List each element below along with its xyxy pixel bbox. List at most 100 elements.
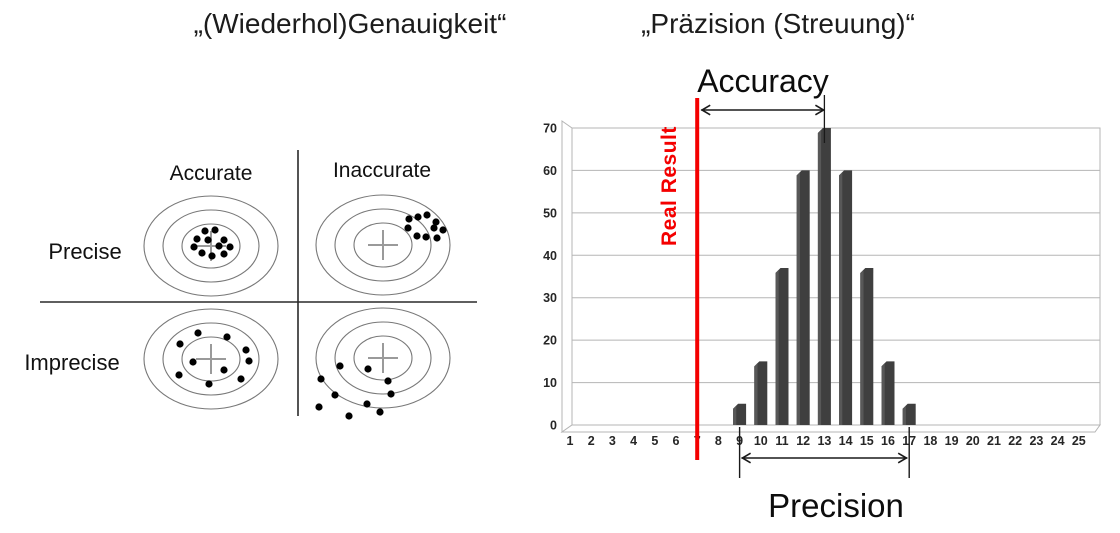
bar-11 <box>775 268 789 425</box>
shot-dot <box>220 366 228 374</box>
shot-dot <box>413 232 421 240</box>
shot-dot <box>193 235 201 243</box>
imprecise-label: Imprecise <box>24 350 120 375</box>
accuracy-annotation-label: Accuracy <box>697 63 829 99</box>
target-ring-imprecise-inaccurate <box>315 307 451 409</box>
shot-dot <box>430 224 438 232</box>
x-axis-label-8: 8 <box>715 434 722 448</box>
x-axis-label-13: 13 <box>817 434 831 448</box>
y-axis-label-50: 50 <box>543 206 557 220</box>
x-axis-label-20: 20 <box>966 434 980 448</box>
right-panel-title: „Präzision (Streuung)“ <box>641 8 915 39</box>
bar-10 <box>754 361 768 425</box>
bar-highlight-12 <box>796 172 800 425</box>
x-axis-label-6: 6 <box>673 434 680 448</box>
target-ring-precise-inaccurate <box>353 222 413 268</box>
bar-highlight-11 <box>775 269 779 425</box>
x-axis-label-15: 15 <box>860 434 874 448</box>
shot-dot <box>405 215 413 223</box>
bar-12 <box>796 170 810 425</box>
target-ring-imprecise-accurate <box>162 322 260 396</box>
x-axis-label-24: 24 <box>1051 434 1065 448</box>
shot-dot <box>190 243 198 251</box>
bar-highlight-16 <box>881 363 885 425</box>
shot-dot <box>387 390 395 398</box>
x-axis-label-4: 4 <box>630 434 637 448</box>
precise-label: Precise <box>48 239 122 264</box>
bar-highlight-14 <box>839 172 843 425</box>
chart-left-wall <box>561 120 573 433</box>
left-panel-title: „(Wiederhol)Genauigkeit“ <box>193 8 507 39</box>
bar-highlight-10 <box>754 363 758 425</box>
shot-dot <box>176 340 184 348</box>
shot-dot <box>198 249 206 257</box>
target-ring-precise-accurate <box>181 223 241 269</box>
bar-highlight-9 <box>733 405 737 425</box>
y-axis-label-10: 10 <box>543 376 557 390</box>
inaccurate-label: Inaccurate <box>332 159 432 182</box>
accuracy-arrow-left-arrowhead <box>700 104 711 116</box>
x-axis-label-18: 18 <box>923 434 937 448</box>
shot-dot <box>363 400 371 408</box>
target-ring-imprecise-accurate <box>181 336 241 382</box>
precision-arrow-left-arrowhead <box>740 452 752 464</box>
shot-dot <box>336 362 344 370</box>
x-axis-label-21: 21 <box>987 434 1001 448</box>
target-ring-imprecise-inaccurate <box>334 321 432 395</box>
shot-dot <box>204 236 212 244</box>
shot-dot <box>315 403 323 411</box>
accuracy-arrow-right-arrowhead <box>814 104 826 116</box>
bar-17 <box>902 403 916 425</box>
precision-annotation-label: Precision <box>768 487 904 524</box>
shot-dot <box>245 357 253 365</box>
target-ring-imprecise-accurate <box>143 308 279 410</box>
x-axis-label-2: 2 <box>588 434 595 448</box>
shot-dot <box>423 211 431 219</box>
bar-highlight-15 <box>860 269 864 425</box>
shot-dot <box>376 408 384 416</box>
x-axis-label-1: 1 <box>567 434 574 448</box>
shot-dot <box>220 236 228 244</box>
y-axis-label-70: 70 <box>543 122 557 136</box>
bar-highlight-17 <box>902 405 906 425</box>
y-axis-label-60: 60 <box>543 164 557 178</box>
shot-dot <box>345 412 353 420</box>
bar-14 <box>839 170 853 425</box>
shot-dot <box>223 333 231 341</box>
real-result-label: Real Result <box>658 126 681 246</box>
x-axis-label-11: 11 <box>775 434 788 448</box>
shot-dot <box>414 213 422 221</box>
shot-dot <box>331 391 339 399</box>
x-axis-label-12: 12 <box>796 434 810 448</box>
y-axis-label-0: 0 <box>550 419 557 433</box>
target-ring-precise-accurate <box>143 195 279 297</box>
x-axis-label-19: 19 <box>945 434 959 448</box>
x-axis-label-5: 5 <box>651 434 658 448</box>
shot-dot <box>215 242 223 250</box>
shot-dot <box>432 218 440 226</box>
bar-9 <box>733 403 747 425</box>
shot-dot <box>439 226 447 234</box>
bar-15 <box>860 268 874 425</box>
x-axis-label-25: 25 <box>1072 434 1086 448</box>
x-axis-label-14: 14 <box>839 434 853 448</box>
shot-dot <box>175 371 183 379</box>
y-axis-label-40: 40 <box>543 249 557 263</box>
chart-floor <box>560 424 1101 433</box>
x-axis-label-3: 3 <box>609 434 616 448</box>
shot-dot <box>404 224 412 232</box>
target-ring-imprecise-inaccurate <box>353 335 413 381</box>
target-ring-precise-accurate <box>162 209 260 283</box>
shot-dot <box>220 250 228 258</box>
x-axis-label-23: 23 <box>1029 434 1043 448</box>
bar-highlight-13 <box>817 129 822 426</box>
y-axis-label-30: 30 <box>543 291 557 305</box>
shot-dot <box>433 234 441 242</box>
shot-dot <box>317 375 325 383</box>
shot-dot <box>422 233 430 241</box>
shot-dot <box>242 346 250 354</box>
shot-dot <box>237 375 245 383</box>
shot-dot <box>364 365 372 373</box>
target-ring-precise-inaccurate <box>334 208 432 282</box>
